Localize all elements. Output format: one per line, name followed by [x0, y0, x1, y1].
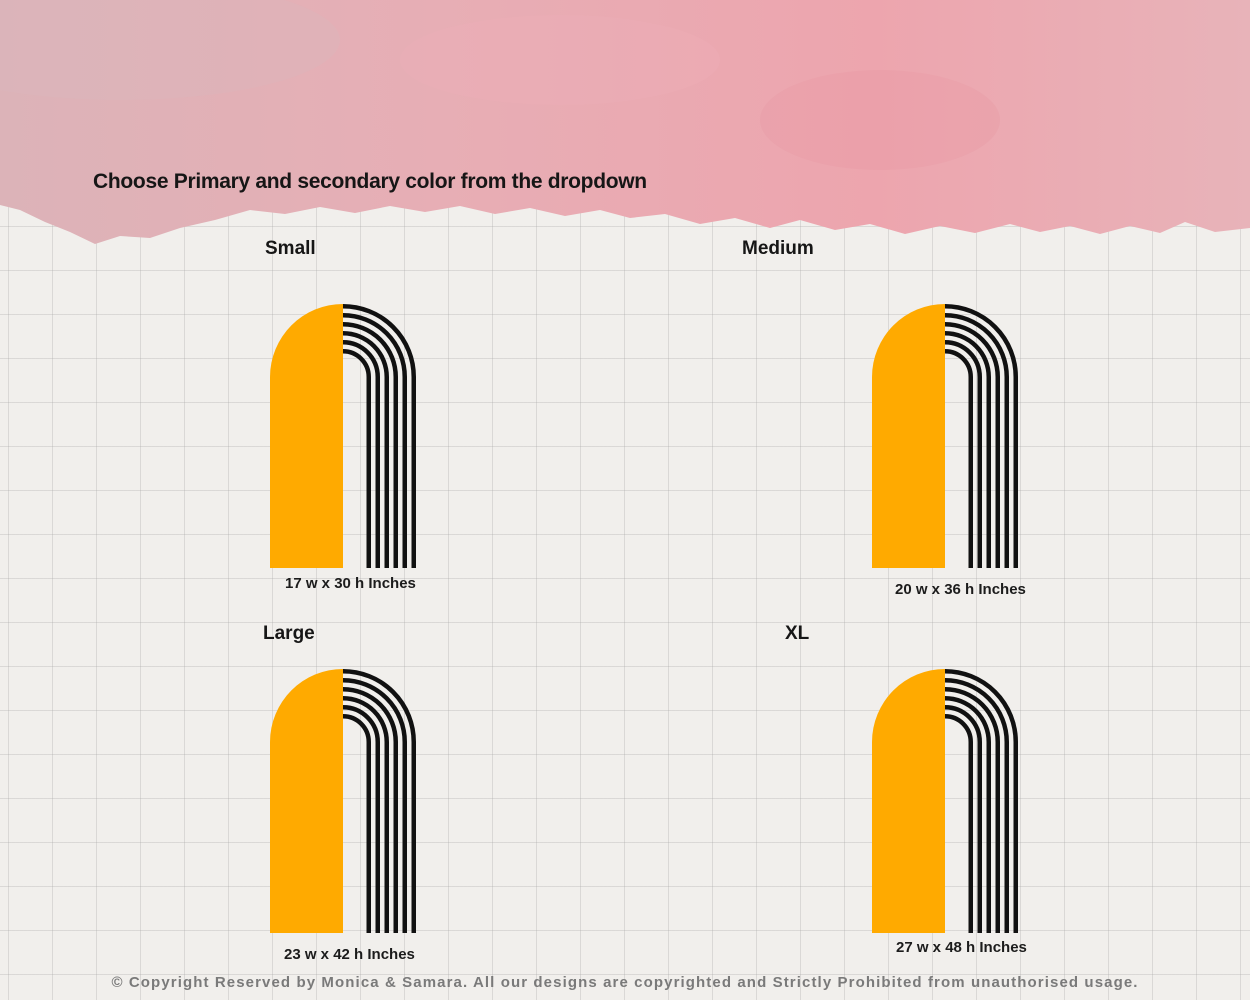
- arch-artwork-medium: [872, 304, 1018, 568]
- dimensions-large: 23 w x 42 h Inches: [284, 946, 415, 963]
- dimensions-xl: 27 w x 48 h Inches: [896, 939, 1027, 956]
- size-label-small: Small: [265, 238, 316, 259]
- dimensions-medium: 20 w x 36 h Inches: [895, 581, 1026, 598]
- arch-artwork-small: [270, 304, 416, 568]
- arch-artwork-xl: [872, 669, 1018, 933]
- size-label-medium: Medium: [742, 238, 814, 259]
- arch-artwork-large: [270, 669, 416, 933]
- pink-watercolor-wash: [0, 0, 1250, 244]
- dimensions-small: 17 w x 30 h Inches: [285, 575, 416, 592]
- copyright-footer: © Copyright Reserved by Monica & Samara.…: [111, 974, 1139, 991]
- size-label-xl: XL: [785, 623, 810, 644]
- size-label-large: Large: [263, 623, 315, 644]
- instruction-heading: Choose Primary and secondary color from …: [93, 170, 647, 193]
